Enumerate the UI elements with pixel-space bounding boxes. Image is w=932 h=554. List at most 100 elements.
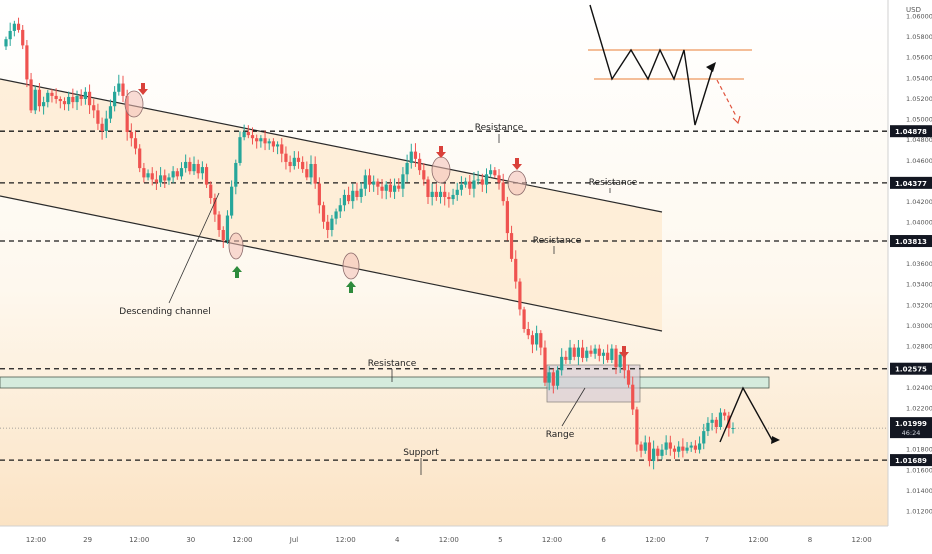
candle[interactable] [113,86,117,112]
candle[interactable] [200,161,204,180]
candle[interactable] [267,138,271,150]
candle[interactable] [292,151,296,170]
candle[interactable] [388,178,392,198]
candle[interactable] [121,75,125,103]
candle[interactable] [660,444,664,460]
candle[interactable] [443,183,447,206]
candle[interactable] [626,364,631,388]
candle[interactable] [656,445,660,462]
candle[interactable] [476,170,480,185]
candle[interactable] [405,154,409,183]
candle[interactable] [305,161,309,181]
candle[interactable] [647,436,652,467]
candle[interactable] [288,155,292,173]
candle[interactable] [175,168,179,180]
candle[interactable] [96,103,100,130]
candle[interactable] [142,162,146,183]
candle[interactable] [585,346,589,362]
candle[interactable] [221,226,225,248]
candle[interactable] [618,351,622,373]
candle[interactable] [280,138,284,163]
candle[interactable] [83,87,87,105]
candle[interactable] [635,406,639,452]
candle[interactable] [714,417,718,434]
candle[interactable] [8,22,12,46]
candle[interactable] [150,167,154,186]
candle[interactable] [171,166,175,184]
candle[interactable] [234,159,238,195]
candle[interactable] [163,169,167,188]
candle[interactable] [693,440,697,454]
range-box[interactable] [546,364,641,403]
candle[interactable] [480,173,484,192]
candle[interactable] [33,86,37,115]
candle[interactable] [37,82,42,112]
candle[interactable] [62,97,67,111]
candle[interactable] [196,159,200,179]
candle[interactable] [706,417,710,436]
candle[interactable] [230,180,234,219]
candle[interactable] [514,250,518,289]
candle[interactable] [108,99,113,123]
candle[interactable] [275,141,280,155]
candle[interactable] [359,182,363,203]
candle[interactable] [334,208,338,225]
candle[interactable] [367,168,372,193]
candle[interactable] [472,172,476,198]
candle[interactable] [309,155,313,185]
candle[interactable] [685,442,689,454]
candle[interactable] [426,176,430,205]
candle[interactable] [401,167,405,198]
candle[interactable] [434,184,438,201]
candle[interactable] [79,89,83,106]
candle[interactable] [87,84,92,114]
candle[interactable] [313,156,317,189]
candle[interactable] [505,196,509,241]
candle[interactable] [372,175,376,192]
candle[interactable] [4,36,8,51]
candle[interactable] [718,408,723,430]
candle[interactable] [54,88,58,104]
candle[interactable] [384,181,388,200]
highlight-circle[interactable] [342,252,360,280]
highlight-circle[interactable] [228,232,244,260]
candle[interactable] [643,435,647,454]
candle[interactable] [551,368,555,394]
candle[interactable] [392,178,397,199]
candle[interactable] [731,422,735,434]
candle[interactable] [639,441,643,458]
candle[interactable] [146,169,150,181]
candle[interactable] [326,214,330,239]
candle[interactable] [263,130,267,151]
candle[interactable] [702,423,706,450]
candle[interactable] [192,156,196,175]
candle[interactable] [593,344,597,359]
candle[interactable] [455,182,459,201]
candle[interactable] [484,168,489,194]
candle[interactable] [610,344,614,364]
candle[interactable] [422,163,426,186]
candle[interactable] [459,176,464,196]
candle[interactable] [614,344,618,375]
candle[interactable] [250,127,255,145]
candle[interactable] [463,177,468,188]
candle[interactable] [217,211,221,237]
candle[interactable] [330,214,334,237]
candle[interactable] [535,325,539,351]
candle[interactable] [209,181,213,204]
projection-path[interactable] [719,386,773,443]
candle[interactable] [668,435,672,456]
candle[interactable] [213,193,217,222]
candle[interactable] [710,413,714,431]
candle[interactable] [225,210,230,244]
candle[interactable] [468,174,472,196]
candle[interactable] [12,20,16,37]
candle[interactable] [560,348,564,376]
candle[interactable] [681,438,685,458]
candle[interactable] [451,188,455,205]
candle[interactable] [697,436,702,454]
candle[interactable] [397,178,401,192]
highlight-circle[interactable] [507,170,527,196]
candle[interactable] [188,157,192,175]
